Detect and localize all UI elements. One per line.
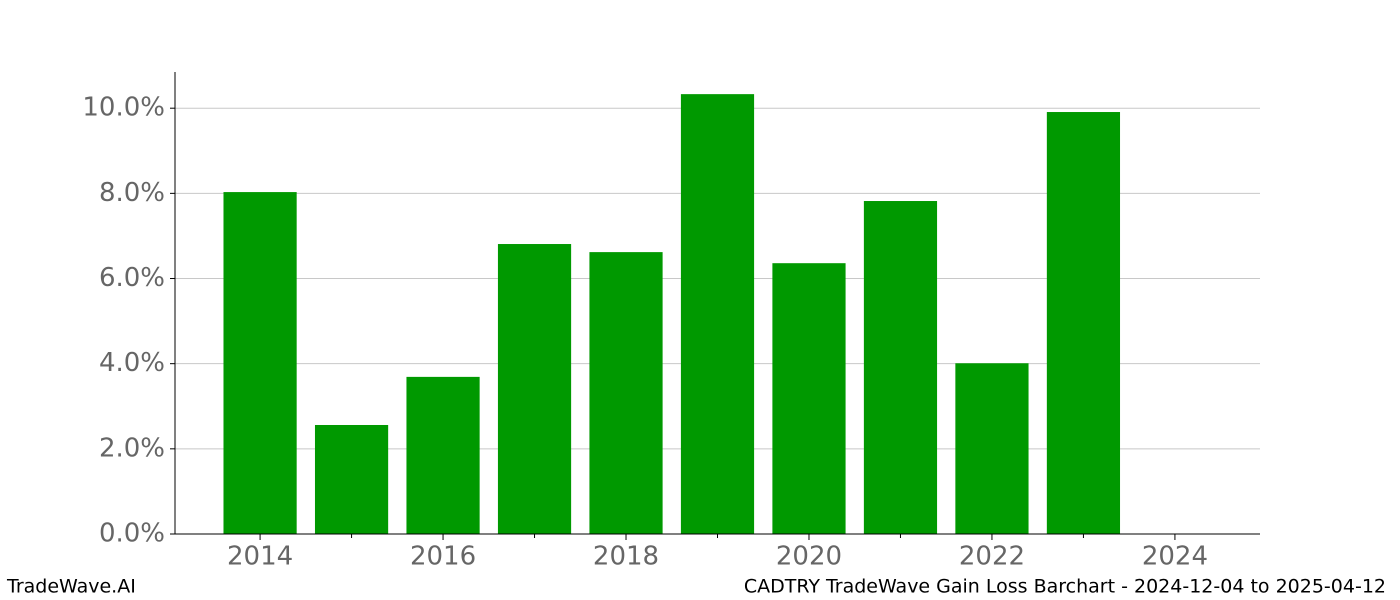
y-tick-label: 0.0%: [99, 519, 165, 549]
x-tick-label: 2016: [410, 542, 476, 572]
bar: [1046, 112, 1121, 534]
footer-right: CADTRY TradeWave Gain Loss Barchart - 20…: [744, 576, 1386, 598]
bar: [406, 376, 480, 534]
bar: [680, 94, 755, 534]
x-tick-label: 2024: [1142, 542, 1208, 572]
y-tick-label: 10.0%: [82, 93, 165, 123]
bar: [497, 244, 572, 534]
bar: [589, 252, 663, 534]
y-tick-label: 4.0%: [99, 348, 165, 378]
bar: [863, 201, 938, 534]
y-tick-label: 2.0%: [99, 433, 165, 463]
y-tick-label: 6.0%: [99, 263, 165, 293]
bar: [223, 192, 297, 534]
bar: [955, 363, 1029, 534]
x-tick-label: 2022: [959, 542, 1025, 572]
x-tick-label: 2020: [776, 542, 842, 572]
y-tick-label: 8.0%: [99, 178, 165, 208]
footer-left: TradeWave.AI: [6, 576, 136, 598]
bar: [314, 424, 389, 534]
x-tick-label: 2014: [227, 542, 293, 572]
bar: [772, 263, 846, 534]
x-tick-label: 2018: [593, 542, 659, 572]
